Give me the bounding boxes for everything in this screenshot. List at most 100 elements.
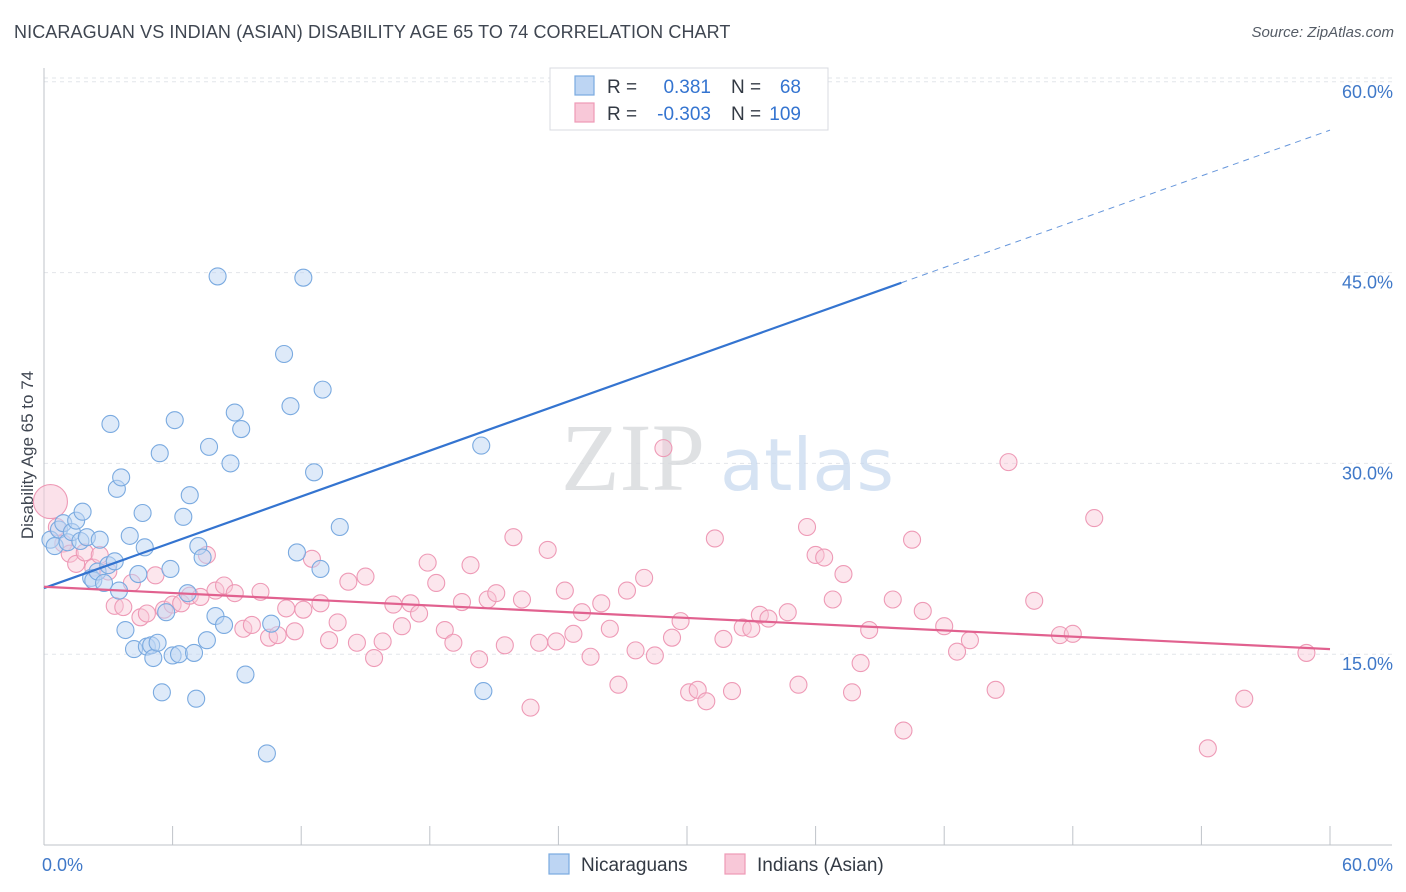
indians-asian-point — [960, 631, 979, 650]
nicaraguans-point — [232, 420, 251, 439]
indians-asian-point — [114, 598, 133, 617]
nicaraguans-point — [90, 530, 109, 549]
indians-asian-point — [645, 646, 664, 665]
indians-asian-point — [555, 581, 574, 600]
indians-asian-point — [617, 581, 637, 600]
x-tick-label-0: 0.0% — [42, 855, 83, 875]
nicaraguans-point — [236, 665, 255, 684]
nicaraguans-point — [197, 631, 216, 650]
indians-asian-point — [722, 682, 742, 701]
nicaraguans-point — [330, 517, 349, 537]
source-credit: Source: ZipAtlas.com — [1251, 24, 1394, 41]
y-tick-label-2: 45.0% — [1342, 273, 1393, 293]
indians-asian-point — [564, 624, 583, 643]
watermark: ZIP atlas — [561, 404, 894, 511]
indians-asian-point — [662, 628, 682, 647]
nicaraguans-point — [180, 486, 199, 505]
indians-asian-point — [999, 453, 1018, 472]
nicaraguans-point — [472, 436, 491, 455]
indians-asian-point — [581, 647, 600, 666]
indians-asian-point — [373, 632, 392, 651]
series-indians-asian-points — [32, 439, 1316, 758]
indians-asian-point — [328, 613, 347, 632]
indians-asian-point — [654, 439, 673, 458]
indians-asian-point — [842, 683, 862, 702]
nicaraguans-point — [262, 614, 281, 633]
series-legend-label-indians-asian: Indians (Asian) — [757, 855, 884, 876]
nicaraguans-point — [94, 573, 114, 593]
indians-asian-point — [461, 556, 480, 575]
indians-asian-point — [851, 654, 870, 673]
series-legend-label-nicaraguans: Nicaraguans — [581, 855, 688, 876]
chart-title: NICARAGUAN VS INDIAN (ASIAN) DISABILITY … — [14, 22, 731, 42]
indians-asian-point — [435, 620, 454, 640]
grid-lines — [44, 77, 1392, 655]
indians-asian-point — [935, 617, 954, 636]
y-tick-label-1: 30.0% — [1342, 463, 1393, 483]
nicaraguans-point — [150, 444, 169, 463]
nicaraguans-point — [221, 454, 240, 473]
indians-asian-point — [427, 573, 446, 593]
indians-asian-point — [487, 584, 506, 603]
indians-asian-point — [823, 590, 842, 609]
indians-asian-point — [137, 604, 156, 623]
indians-asian-point — [521, 698, 540, 717]
stats-n-value-blue: 68 — [780, 77, 801, 98]
indians-asian-point — [948, 642, 967, 661]
nicaraguans-point — [214, 615, 234, 634]
nicaraguans-point — [152, 683, 171, 702]
nicaraguans-point — [165, 411, 184, 430]
nicaraguans-trend-line — [43, 281, 902, 590]
indians-asian-point — [347, 633, 366, 652]
nicaraguans-point — [313, 380, 332, 399]
trend-lines — [43, 129, 1331, 651]
indians-asian-point — [1235, 689, 1254, 708]
indians-asian-point — [320, 631, 339, 650]
nicaraguans-point — [257, 744, 276, 763]
nicaraguans-point — [144, 648, 163, 668]
watermark-atlas: atlas — [720, 423, 894, 507]
stats-n-label-blue: N = — [731, 77, 761, 98]
indians-asian-point — [339, 572, 358, 591]
indians-asian-point — [242, 615, 261, 634]
stats-r-value-pink: -0.303 — [657, 104, 711, 125]
nicaraguans-point — [208, 267, 227, 286]
indians-asian-point — [778, 603, 797, 622]
indians-asian-point — [759, 609, 778, 628]
y-tick-label-0: 15.0% — [1342, 654, 1393, 674]
nicaraguans-point — [120, 526, 139, 545]
nicaraguans-point — [129, 565, 148, 584]
stats-n-value-pink: 109 — [769, 104, 801, 125]
indians-asian-point — [883, 590, 902, 609]
indians-asian-point — [894, 721, 913, 740]
watermark-zip: ZIP — [561, 404, 705, 511]
indians-asian-point — [214, 576, 234, 595]
indians-asian-point — [697, 692, 716, 711]
indians-asian-point — [609, 675, 628, 694]
nicaraguans-point — [105, 552, 124, 571]
axes: 15.0% 30.0% 45.0% 60.0% 0.0% 60.0% — [42, 68, 1393, 875]
indians-asian-point — [294, 600, 313, 619]
indians-asian-point — [547, 632, 566, 651]
nicaraguans-point — [161, 559, 180, 579]
indians-asian-point — [626, 641, 645, 660]
indians-asian-point — [671, 612, 690, 631]
nicaraguans-point — [73, 502, 92, 521]
stats-legend: R = 0.381 N = 68 R = -0.303 N = 109 — [549, 67, 829, 131]
indians-asian-point — [356, 567, 375, 586]
nicaraguans-point — [116, 620, 135, 640]
indians-asian-point — [410, 604, 429, 623]
indians-asian-point — [815, 548, 834, 567]
indians-asian-point — [538, 540, 557, 559]
indians-asian-point — [277, 599, 296, 618]
x-tick-label-1: 60.0% — [1342, 855, 1393, 875]
indians-asian-point — [834, 565, 853, 584]
stats-r-value-blue: 0.381 — [663, 77, 711, 98]
indians-asian-point — [986, 680, 1005, 699]
nicaraguans-point — [184, 643, 204, 662]
indians-asian-point — [495, 636, 514, 655]
series-nicaraguans-points — [41, 267, 493, 763]
nicaraguans-point — [112, 468, 131, 487]
indians-asian-point — [512, 590, 532, 609]
indians-asian-point — [530, 633, 549, 652]
